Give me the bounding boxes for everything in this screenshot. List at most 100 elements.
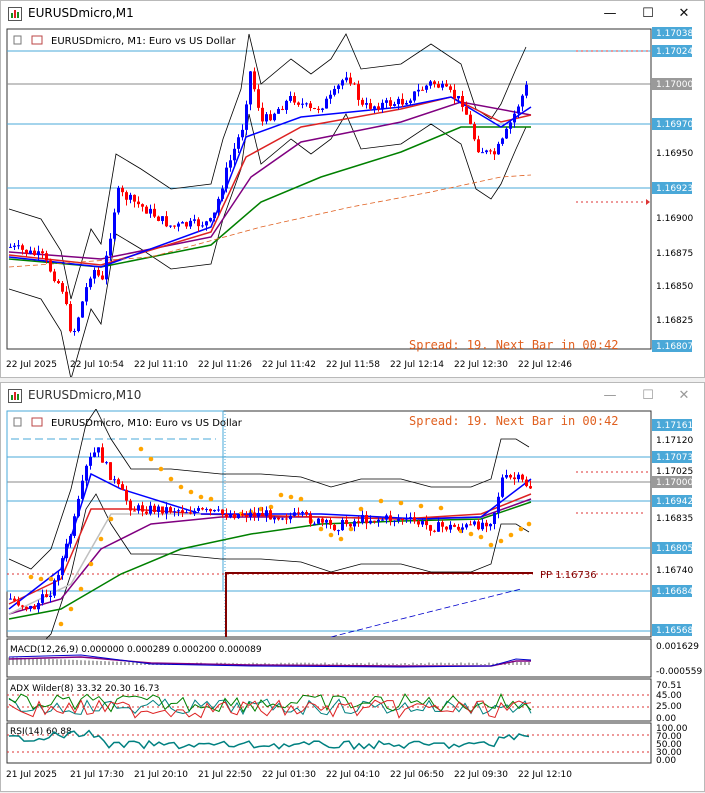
- sar-dot: [358, 506, 364, 512]
- time-label: 22 Jul 12:10: [518, 770, 572, 780]
- minimize-icon[interactable]: —: [603, 6, 617, 21]
- price-label: 1.17024: [656, 47, 693, 57]
- sar-dot: [168, 476, 174, 482]
- candle-m10-body: [297, 512, 300, 514]
- candle-m1-body: [293, 95, 296, 103]
- candle-m1-body: [61, 283, 64, 292]
- candle-m10-body: [325, 520, 328, 523]
- maximize-icon[interactable]: ☐: [642, 388, 654, 403]
- candle-m1-body: [133, 194, 136, 202]
- adx-scale: 0.00: [656, 714, 676, 724]
- candle-m1-body: [21, 245, 24, 250]
- candle-m10-body: [61, 558, 64, 576]
- candle-m10-body: [381, 519, 384, 521]
- candle-m10-body: [389, 515, 392, 522]
- close-icon[interactable]: ✕: [678, 388, 690, 403]
- candle-m10-body: [129, 500, 132, 511]
- candle-m1-body: [141, 204, 144, 207]
- candle-m10-body: [357, 521, 360, 523]
- candle-m10-body: [53, 580, 56, 596]
- candle-m1-body: [153, 208, 156, 217]
- candle-m10-body: [345, 520, 348, 525]
- candle-m10-body: [285, 518, 288, 520]
- sar-dot: [338, 536, 344, 542]
- time-scale: 22 Jul 2025 22 Jul 10:54 22 Jul 11:10 22…: [6, 360, 572, 370]
- close-icon[interactable]: ✕: [678, 6, 690, 21]
- candle-m1-body: [201, 225, 204, 227]
- candle-m10-body: [281, 518, 284, 520]
- candle-m10-body: [269, 510, 272, 520]
- candle-m10-body: [457, 526, 460, 530]
- sar-dot: [108, 516, 114, 522]
- candle-m10-body: [477, 521, 480, 530]
- candle-m1-body: [473, 124, 476, 140]
- candle-m1-body: [45, 253, 48, 261]
- candle-m1-body: [513, 113, 516, 123]
- candle-m1-body: [193, 219, 196, 221]
- chart-window-m1[interactable]: EURUSDmicro,M1 — ☐ ✕ EURUSDmicro, M1: Eu…: [0, 0, 705, 378]
- candle-m1-body: [149, 208, 152, 214]
- time-label: 22 Jul 11:10: [134, 360, 188, 370]
- candle-m10-body: [349, 524, 352, 527]
- macd-line: [8, 654, 532, 668]
- candle-m10-body: [409, 517, 412, 519]
- candle-m10-body: [205, 509, 208, 511]
- candle-m10-body: [393, 520, 396, 522]
- chart-window-m10[interactable]: EURUSDmicro,M10 — ☐ ✕ PP 1.16736 EURUSDm…: [0, 382, 705, 792]
- adx-lines: [8, 693, 532, 719]
- price-chart-m1[interactable]: EURUSDmicro, M1: Euro vs US Dollar Sprea…: [1, 27, 704, 377]
- sar-dot: [138, 446, 144, 452]
- candle-m1-body: [157, 216, 160, 221]
- candle-m10-body: [373, 520, 376, 522]
- candle-m10-body: [521, 474, 524, 480]
- candle-m1-body: [465, 106, 468, 115]
- candle-m10-body: [293, 512, 296, 516]
- minimize-icon[interactable]: —: [603, 388, 617, 403]
- candles-m1: [8, 33, 532, 377]
- window-titlebar[interactable]: EURUSDmicro,M1 — ☐ ✕: [1, 1, 704, 27]
- price-scale: 1.17038 1.17024 1.17000 1.16970 1.16950 …: [652, 27, 693, 352]
- maximize-icon[interactable]: ☐: [642, 6, 654, 21]
- candle-m1-body: [397, 98, 400, 105]
- candle-m10-body: [453, 524, 456, 527]
- candle-m10-body: [305, 512, 308, 515]
- candle-m1-body: [361, 99, 364, 105]
- price-label: 1.16850: [656, 282, 693, 292]
- pivot-label: PP 1.16736: [540, 570, 597, 581]
- candle-m10-body: [213, 509, 216, 512]
- candle-m10-body: [201, 508, 204, 510]
- candle-m1-body: [517, 106, 520, 114]
- candle-m10-body: [117, 479, 120, 485]
- candle-m1-body: [469, 114, 472, 125]
- time-label: 21 Jul 17:30: [70, 770, 124, 780]
- candle-m1-body: [169, 225, 172, 227]
- candle-m1-body: [521, 95, 524, 107]
- symbol-header: EURUSDmicro, M10: Euro vs US Dollar: [13, 417, 243, 429]
- sar-dot: [98, 536, 104, 542]
- candle-m1-body: [357, 84, 360, 100]
- candle-m1-body: [409, 100, 412, 103]
- price-chart-m10[interactable]: PP 1.16736 EURUSDmicro, M10: Euro vs US …: [1, 409, 704, 793]
- ma-blue: [8, 96, 532, 268]
- candle-m10-body: [497, 496, 500, 513]
- candle-m1-body: [85, 287, 88, 302]
- sar-dot: [398, 500, 404, 506]
- macd-label: MACD(12,26,9) 0.000000 0.000289 0.000200…: [10, 645, 262, 655]
- candle-m10-body: [17, 600, 20, 606]
- window-titlebar[interactable]: EURUSDmicro,M10 — ☐ ✕: [1, 383, 704, 409]
- candle-m10-body: [125, 489, 128, 501]
- sar-dot: [78, 586, 84, 592]
- candle-m1-body: [289, 95, 292, 101]
- candle-m1-body: [461, 96, 464, 107]
- candle-m1-body: [113, 212, 116, 239]
- candle-m1-body: [369, 103, 372, 109]
- candle-m1-body: [265, 114, 268, 122]
- candle-m1-body: [77, 317, 80, 332]
- candle-m1-body: [237, 137, 240, 149]
- candle-m10-body: [469, 524, 472, 526]
- candle-m1-body: [37, 251, 40, 256]
- ma-green: [8, 501, 532, 620]
- candle-m10-body: [397, 519, 400, 521]
- candle-m1-body: [173, 225, 176, 227]
- candle-m1-body: [481, 152, 484, 154]
